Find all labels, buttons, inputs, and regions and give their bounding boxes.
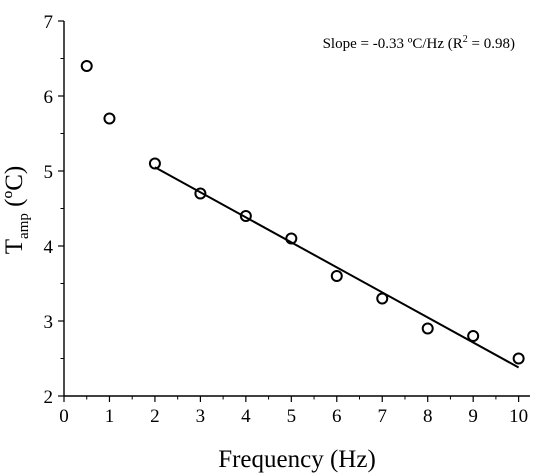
- data-point: [194, 187, 207, 200]
- x-tick-label: 4: [241, 406, 251, 427]
- y-axis-title: Tamp (ºC): [1, 166, 32, 254]
- data-point: [330, 270, 343, 282]
- y-tick-label: 5: [44, 162, 54, 183]
- x-tick-label: 7: [377, 406, 387, 427]
- slope-annotation: Slope = -0.33 ºC/Hz (R2 = 0.98): [323, 34, 515, 52]
- x-tick-label: 10: [509, 406, 528, 427]
- data-point: [285, 232, 298, 245]
- data-point: [421, 322, 434, 335]
- x-tick-label: 1: [105, 406, 115, 427]
- x-tick-label: 5: [287, 406, 297, 427]
- y-tick-label: 3: [44, 312, 54, 333]
- y-tick-label: 7: [44, 12, 54, 33]
- x-tick-label: 6: [332, 406, 342, 427]
- data-point: [239, 210, 252, 222]
- data-point: [512, 352, 525, 365]
- x-tick-label: 3: [196, 406, 206, 427]
- axes: 0 1 2 3 4 5 6 7 8 9 10 2 3 4 5 6 7: [44, 12, 530, 427]
- x-tick-label: 9: [468, 406, 478, 427]
- y-tick-label: 2: [44, 387, 54, 408]
- x-tick-label: 2: [150, 406, 160, 427]
- data-point: [467, 330, 480, 342]
- x-tick-label: 0: [59, 406, 69, 427]
- y-tick-label: 6: [44, 87, 54, 108]
- data-point: [103, 112, 116, 125]
- x-tick-label: 8: [423, 406, 433, 427]
- fit-line: [154, 166, 520, 369]
- data-point: [376, 292, 389, 305]
- data-point: [148, 157, 161, 170]
- plot-area: [80, 60, 525, 369]
- x-axis-title: Frequency (Hz): [218, 446, 376, 473]
- data-point: [80, 60, 93, 72]
- y-tick-label: 4: [44, 237, 54, 258]
